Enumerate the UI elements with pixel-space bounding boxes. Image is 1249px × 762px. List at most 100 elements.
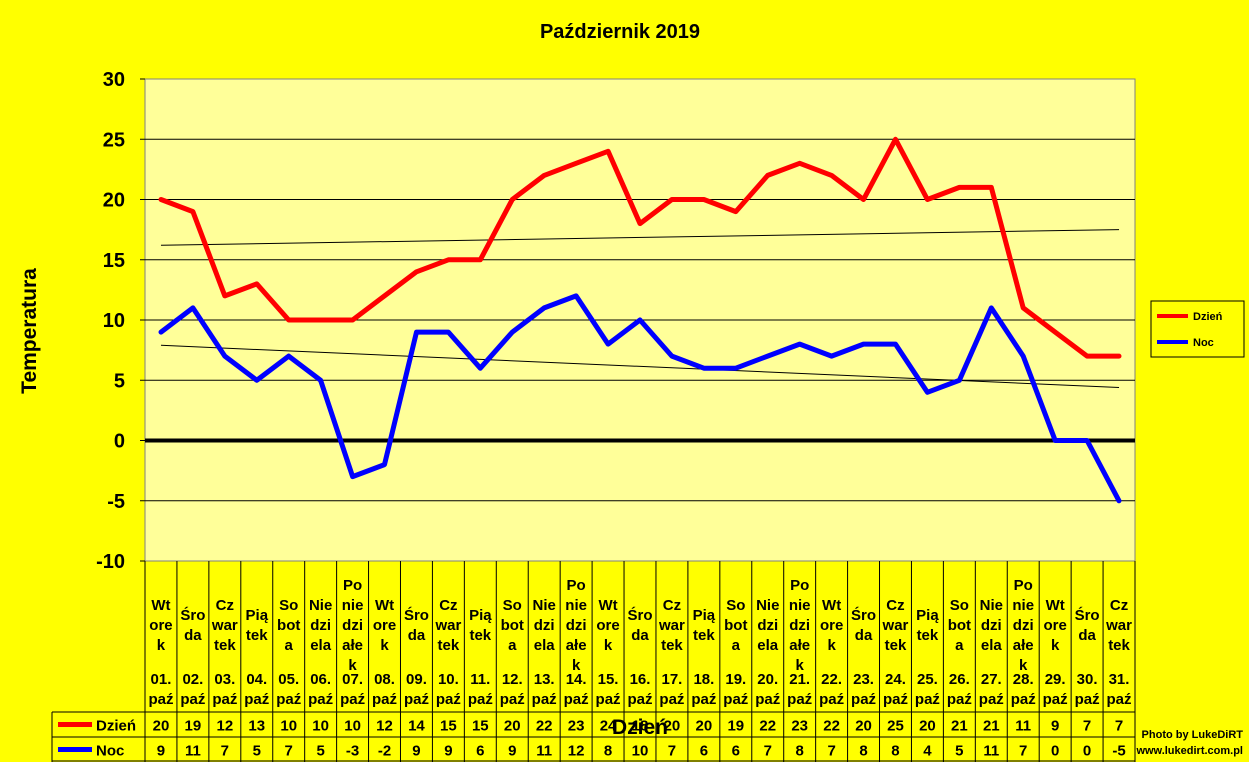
x-date-label: 13. bbox=[534, 671, 555, 688]
x-weekday-label: ela bbox=[310, 637, 332, 654]
x-weekday-label: Śro bbox=[627, 606, 652, 624]
x-weekday-label: k bbox=[380, 637, 389, 654]
x-weekday-label: ore bbox=[820, 617, 843, 634]
x-date-label: paź bbox=[851, 691, 876, 708]
data-label: 20 bbox=[855, 718, 872, 735]
x-weekday-label: Nie bbox=[533, 597, 556, 614]
x-date-label: 02. bbox=[182, 671, 203, 688]
data-label: -2 bbox=[378, 743, 391, 760]
x-weekday-label: tek bbox=[693, 627, 715, 644]
x-date-label: paź bbox=[659, 691, 684, 708]
data-label: 11 bbox=[983, 743, 999, 760]
x-weekday-label: Pią bbox=[693, 607, 716, 624]
x-weekday-label: Cz bbox=[1110, 597, 1128, 614]
x-date-label: paź bbox=[436, 691, 461, 708]
x-weekday-label: ałe bbox=[789, 637, 810, 654]
x-weekday-label: ore bbox=[596, 617, 619, 634]
x-weekday-label: k bbox=[348, 657, 357, 674]
x-weekday-label: k bbox=[827, 637, 836, 654]
data-label: 19 bbox=[185, 718, 202, 735]
x-weekday-label: So bbox=[726, 597, 745, 614]
x-weekday-label: Pią bbox=[246, 607, 269, 624]
x-date-label: paź bbox=[532, 691, 557, 708]
x-weekday-label: nie bbox=[1012, 597, 1034, 614]
x-weekday-label: Cz bbox=[663, 597, 681, 614]
x-date-label: paź bbox=[372, 691, 397, 708]
x-weekday-label: ałe bbox=[1013, 637, 1034, 654]
x-weekday-label: So bbox=[950, 597, 969, 614]
x-weekday-label: So bbox=[279, 597, 298, 614]
x-weekday-label: Cz bbox=[439, 597, 457, 614]
data-label: 9 bbox=[1051, 718, 1059, 735]
x-weekday-label: Po bbox=[790, 577, 809, 594]
data-label: 9 bbox=[444, 743, 452, 760]
x-date-label: paź bbox=[1011, 691, 1036, 708]
data-label: 20 bbox=[504, 718, 521, 735]
x-date-label: 14. bbox=[566, 671, 587, 688]
x-date-label: 31. bbox=[1109, 671, 1130, 688]
x-weekday-label: k bbox=[1051, 637, 1060, 654]
y-tick-label: 10 bbox=[103, 310, 125, 332]
x-date-label: paź bbox=[148, 691, 173, 708]
x-weekday-label: a bbox=[955, 637, 964, 654]
x-date-label: paź bbox=[755, 691, 780, 708]
x-date-label: 24. bbox=[885, 671, 906, 688]
x-date-label: 05. bbox=[278, 671, 299, 688]
credit-line-1: Photo by LukeDiRT bbox=[1142, 729, 1244, 741]
x-weekday-label: dzi bbox=[757, 617, 778, 634]
data-label: 22 bbox=[536, 718, 553, 735]
data-label: 7 bbox=[1115, 718, 1123, 735]
x-axis-label: Dzień bbox=[612, 716, 668, 739]
x-date-label: paź bbox=[979, 691, 1004, 708]
x-weekday-label: Wt bbox=[151, 597, 170, 614]
x-date-label: 11. bbox=[470, 671, 490, 688]
data-label: 6 bbox=[476, 743, 484, 760]
x-date-label: paź bbox=[723, 691, 748, 708]
x-weekday-label: Pią bbox=[469, 607, 492, 624]
x-weekday-label: ore bbox=[373, 617, 396, 634]
x-weekday-label: da bbox=[408, 627, 426, 644]
y-tick-label: 30 bbox=[103, 69, 125, 91]
x-weekday-label: a bbox=[285, 637, 294, 654]
x-date-label: 29. bbox=[1045, 671, 1066, 688]
data-label: 7 bbox=[827, 743, 835, 760]
x-date-label: paź bbox=[180, 691, 205, 708]
x-weekday-label: nie bbox=[342, 597, 364, 614]
x-weekday-label: Nie bbox=[309, 597, 332, 614]
x-weekday-label: dzi bbox=[789, 617, 810, 634]
y-tick-label: -5 bbox=[107, 491, 125, 513]
series-line-day bbox=[158, 136, 1122, 359]
x-date-label: 10. bbox=[438, 671, 459, 688]
data-label: 12 bbox=[216, 718, 233, 735]
x-date-label: paź bbox=[564, 691, 589, 708]
x-date-label: 22. bbox=[821, 671, 842, 688]
x-date-label: paź bbox=[787, 691, 812, 708]
data-label: 8 bbox=[859, 743, 867, 760]
y-axis-label: Temperatura bbox=[18, 268, 41, 394]
x-date-label: 09. bbox=[406, 671, 427, 688]
x-weekday-label: nie bbox=[565, 597, 587, 614]
x-weekday-label: a bbox=[732, 637, 741, 654]
x-date-label: paź bbox=[819, 691, 844, 708]
x-weekday-label: war bbox=[658, 617, 685, 634]
x-weekday-label: tek bbox=[246, 627, 268, 644]
data-label: 8 bbox=[604, 743, 612, 760]
x-weekday-label: Wt bbox=[1046, 597, 1065, 614]
x-weekday-label: tek bbox=[885, 637, 907, 654]
x-weekday-label: war bbox=[434, 617, 461, 634]
x-weekday-label: dzi bbox=[1013, 617, 1034, 634]
x-weekday-label: tek bbox=[917, 627, 939, 644]
x-date-label: 15. bbox=[598, 671, 619, 688]
chart-title: Październik 2019 bbox=[540, 21, 700, 43]
data-label: 10 bbox=[632, 743, 649, 760]
x-date-label: 06. bbox=[310, 671, 331, 688]
x-weekday-label: k bbox=[157, 637, 166, 654]
data-label: 12 bbox=[568, 743, 585, 760]
x-weekday-label: bot bbox=[724, 617, 747, 634]
x-date-label: 03. bbox=[214, 671, 235, 688]
data-label: -5 bbox=[1112, 743, 1125, 760]
x-weekday-label: bot bbox=[948, 617, 971, 634]
data-label: 7 bbox=[1019, 743, 1027, 760]
x-weekday-label: Cz bbox=[886, 597, 904, 614]
